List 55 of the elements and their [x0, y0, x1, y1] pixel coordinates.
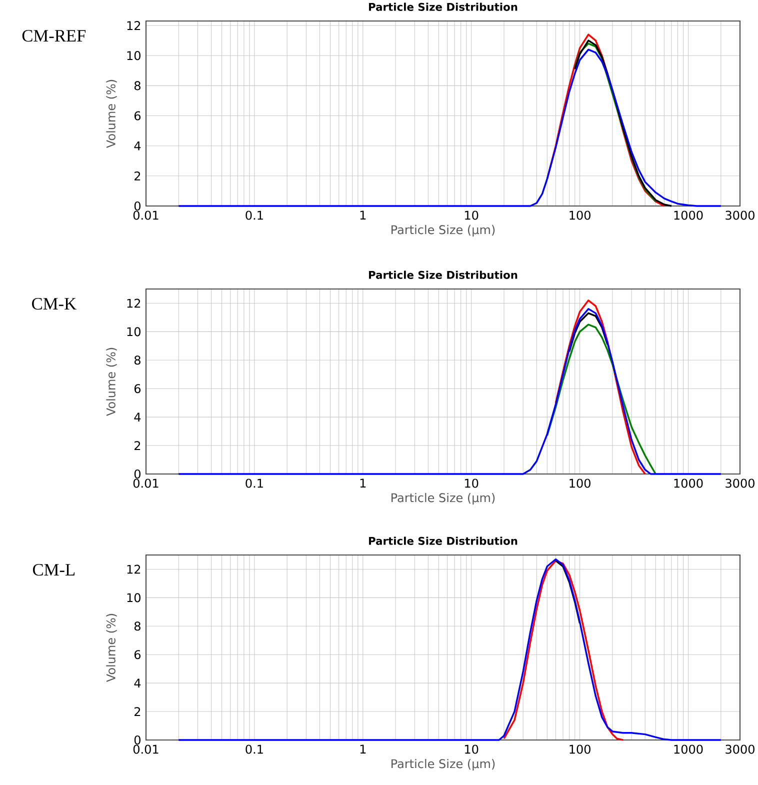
- x-axis-title: Particle Size (µm): [392, 224, 495, 237]
- x-tick-label: 0.01: [133, 744, 158, 754]
- y-tick-label: 6: [134, 650, 141, 660]
- y-tick-label: 4: [134, 141, 141, 150]
- x-tick-label: 0.1: [246, 478, 263, 488]
- x-tick-label: 3000: [726, 478, 754, 488]
- x-tick-label: 0.1: [246, 744, 263, 754]
- x-tick-label: 100: [570, 744, 590, 754]
- x-tick-label: 1000: [674, 210, 703, 220]
- y-tick-label: 10: [127, 51, 140, 60]
- chart-subtitle: CM-K: [32, 298, 76, 310]
- y-axis-title: Volume (%): [106, 614, 117, 682]
- y-tick-label: 2: [134, 171, 140, 180]
- y-tick-label: 4: [134, 412, 141, 422]
- line-series: [554, 560, 581, 624]
- x-tick-label: 1000: [674, 744, 703, 754]
- y-tick-label: 0: [134, 735, 140, 745]
- y-tick-label: 10: [127, 593, 140, 602]
- x-tick-label: 100: [570, 478, 590, 488]
- x-tick-label: 1: [360, 744, 366, 754]
- x-tick-label: 3000: [726, 210, 754, 220]
- x-tick-label: 1: [360, 478, 366, 488]
- x-tick-label: 0.1: [246, 210, 263, 220]
- y-axis-title: Volume (%): [106, 80, 117, 148]
- y-tick-label: 12: [127, 564, 140, 574]
- x-tick-label: 0.01: [133, 478, 158, 488]
- chart-title: Particle Size Distribution: [369, 2, 518, 11]
- y-tick-label: 2: [134, 441, 140, 450]
- x-axis-title: Particle Size (µm): [392, 492, 495, 505]
- y-tick-label: 8: [134, 81, 140, 90]
- x-axis-title: Particle Size (µm): [392, 758, 495, 771]
- chart-subtitle: CM-REF: [22, 30, 86, 42]
- x-tick-label: 100: [570, 210, 590, 220]
- y-tick-label: 8: [134, 356, 140, 365]
- x-tick-label: 10: [465, 744, 478, 754]
- y-tick-label: 10: [127, 327, 140, 336]
- x-tick-label: 3000: [726, 744, 754, 754]
- y-tick-label: 0: [134, 201, 140, 211]
- y-tick-label: 6: [134, 111, 141, 120]
- x-tick-label: 1000: [674, 478, 703, 488]
- y-tick-label: 4: [134, 678, 141, 688]
- y-tick-label: 8: [134, 622, 140, 631]
- y-tick-label: 2: [134, 707, 140, 716]
- x-tick-label: 10: [465, 210, 478, 220]
- y-axis-title: Volume (%): [106, 348, 117, 416]
- x-tick-label: 1: [360, 210, 366, 220]
- x-tick-label: 0.01: [133, 210, 158, 220]
- chart-subtitle: CM-L: [32, 564, 75, 576]
- y-tick-label: 12: [127, 298, 140, 308]
- y-tick-label: 0: [134, 469, 140, 479]
- chart-title: Particle Size Distribution: [369, 536, 518, 545]
- x-tick-label: 10: [465, 478, 478, 488]
- y-tick-label: 12: [127, 21, 140, 30]
- y-tick-label: 6: [134, 384, 141, 394]
- chart-title: Particle Size Distribution: [369, 270, 518, 279]
